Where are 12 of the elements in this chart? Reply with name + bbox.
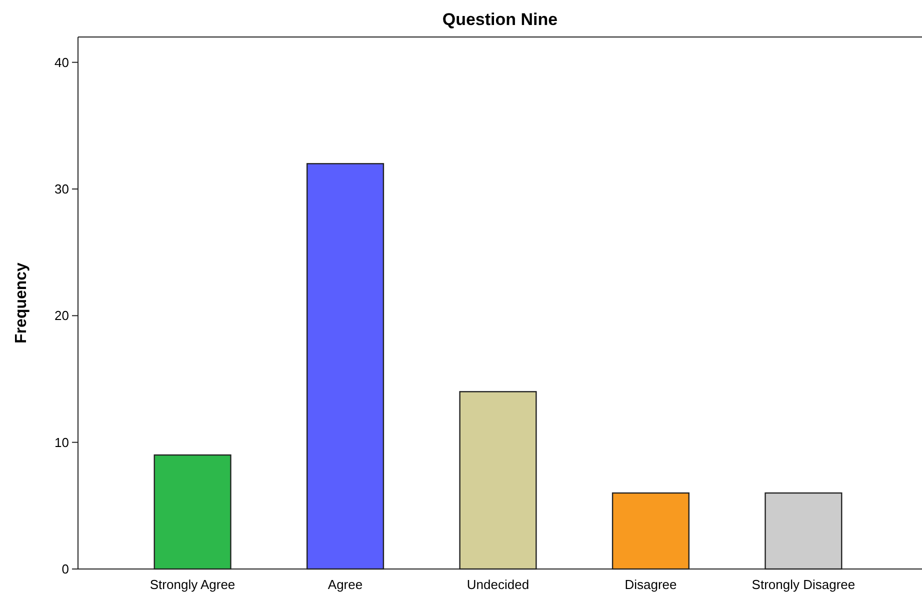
x-tick-label: Strongly Disagree: [752, 577, 856, 592]
y-tick-label: 10: [54, 434, 69, 450]
x-tick-label: Disagree: [624, 577, 677, 592]
x-tick-label: Strongly Agree: [150, 577, 236, 592]
y-tick-label: 20: [54, 308, 69, 324]
y-axis-title: Frequency: [13, 262, 30, 344]
y-tick-label: 30: [54, 182, 69, 197]
x-tick-label: Agree: [328, 577, 363, 592]
x-tick-label: Undecided: [466, 577, 530, 592]
chart-title: Question Nine: [442, 10, 558, 29]
y-tick-label: 40: [54, 54, 69, 70]
y-tick-label: 0: [62, 562, 69, 577]
